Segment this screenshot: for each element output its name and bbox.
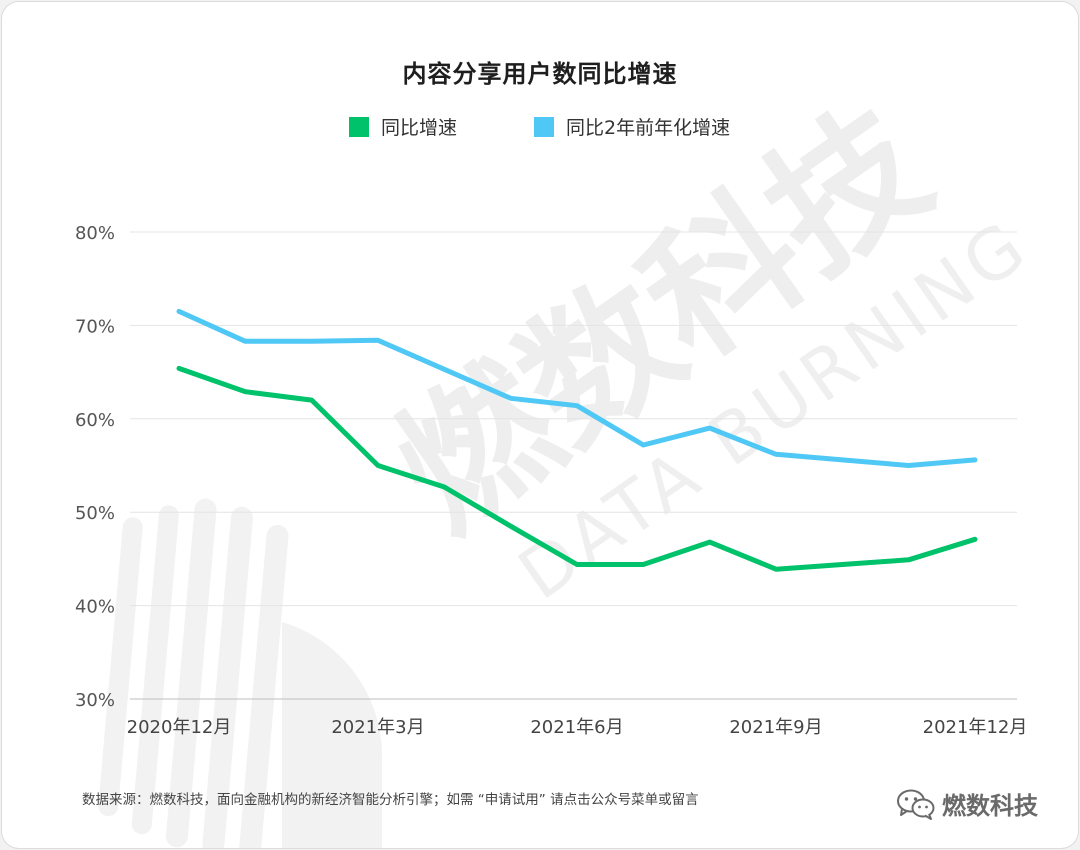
data-point — [840, 457, 845, 463]
legend-label-yoy: 同比增速 — [381, 117, 458, 139]
data-point — [972, 457, 978, 463]
data-point — [707, 539, 712, 545]
data-point — [375, 338, 381, 343]
data-source-note: 数据来源：燃数科技，面向金融机构的新经济智能分析引擎；如需 “申请试用” 请点击… — [82, 792, 699, 808]
x-tick-label: 2021年6月 — [530, 717, 623, 738]
legend-label-2yr: 同比2年前年化增速 — [566, 117, 731, 139]
data-point — [508, 524, 513, 529]
x-tick-label: 2021年12月 — [923, 717, 1028, 738]
series-lines — [176, 308, 978, 572]
legend-item-yoy: 同比增速 — [349, 113, 457, 140]
data-point — [972, 537, 978, 542]
y-tick-label: 80% — [75, 223, 115, 244]
data-point — [641, 562, 646, 567]
x-tick-label: 2021年9月 — [729, 717, 822, 738]
x-tick-label: 2021年3月 — [331, 717, 424, 738]
legend: 同比增速 同比2年前年化增速 — [2, 113, 1078, 139]
y-tick-label: 60% — [75, 410, 115, 431]
data-point — [906, 463, 911, 468]
decorative-stripes — [98, 498, 289, 848]
data-point — [442, 484, 447, 490]
data-point — [176, 366, 182, 371]
brand-name: 燃数科技 — [942, 792, 1038, 820]
wechat-icon — [897, 789, 935, 820]
data-point — [707, 425, 712, 431]
data-point — [442, 367, 447, 372]
y-tick-label: 30% — [75, 690, 115, 711]
data-point — [641, 442, 646, 448]
data-point — [309, 397, 314, 403]
data-point — [375, 463, 381, 468]
legend-item-2yr: 同比2年前年化增速 — [534, 113, 730, 140]
grid-lines — [130, 231, 1017, 700]
data-point — [840, 562, 845, 567]
y-tick-label: 40% — [75, 597, 115, 618]
data-point — [574, 562, 580, 567]
y-tick-label: 70% — [75, 316, 115, 337]
decorative-circle — [282, 622, 383, 848]
data-point — [309, 339, 314, 344]
y-tick-label: 50% — [75, 503, 115, 524]
data-point — [574, 403, 580, 408]
data-point — [508, 396, 513, 401]
data-point — [773, 566, 779, 572]
legend-swatch-yoy — [349, 116, 369, 137]
brand-logo: 燃数科技 — [896, 786, 1038, 821]
data-point — [243, 389, 248, 394]
data-point — [176, 309, 182, 314]
data-point — [243, 339, 248, 344]
data-point — [773, 452, 779, 457]
x-tick-label: 2020年12月 — [127, 717, 232, 738]
y-axis: 30% 40% 50% 60% 70% 80% — [75, 223, 115, 711]
legend-swatch-2yr — [534, 116, 554, 137]
chart-title: 内容分享用户数同比增速 — [402, 60, 678, 88]
x-axis: 2020年12月 2021年3月 2021年6月 2021年9月 2021年12月 — [127, 717, 1028, 738]
data-point — [906, 557, 911, 563]
